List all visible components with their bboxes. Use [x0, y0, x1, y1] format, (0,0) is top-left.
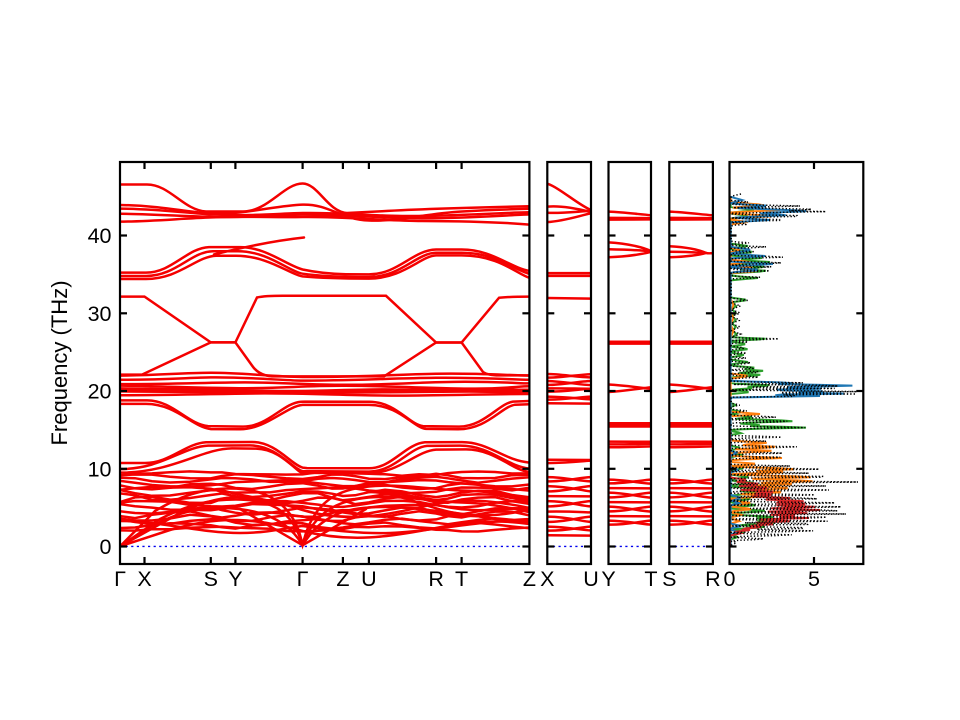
- svg-text:0: 0: [100, 535, 112, 559]
- svg-text:T: T: [455, 567, 468, 591]
- svg-text:S: S: [204, 567, 218, 591]
- svg-text:Z: Z: [523, 567, 536, 591]
- svg-text:30: 30: [88, 302, 112, 326]
- svg-text:Y: Y: [601, 567, 615, 591]
- svg-text:10: 10: [88, 457, 112, 481]
- svg-text:R: R: [705, 567, 721, 591]
- svg-text:Γ: Γ: [297, 567, 309, 591]
- svg-text:40: 40: [88, 224, 112, 248]
- svg-text:R: R: [428, 567, 444, 591]
- svg-text:5: 5: [808, 567, 820, 591]
- svg-text:S: S: [662, 567, 676, 591]
- svg-text:Frequency (THz): Frequency (THz): [47, 280, 72, 445]
- svg-text:U: U: [361, 567, 377, 591]
- svg-text:X: X: [137, 567, 151, 591]
- svg-text:Z: Z: [336, 567, 349, 591]
- svg-text:X: X: [540, 567, 554, 591]
- svg-text:Y: Y: [228, 567, 242, 591]
- svg-text:20: 20: [88, 380, 112, 404]
- svg-text:0: 0: [724, 567, 736, 591]
- svg-text:U: U: [583, 567, 599, 591]
- svg-text:T: T: [644, 567, 657, 591]
- svg-text:Γ: Γ: [114, 567, 126, 591]
